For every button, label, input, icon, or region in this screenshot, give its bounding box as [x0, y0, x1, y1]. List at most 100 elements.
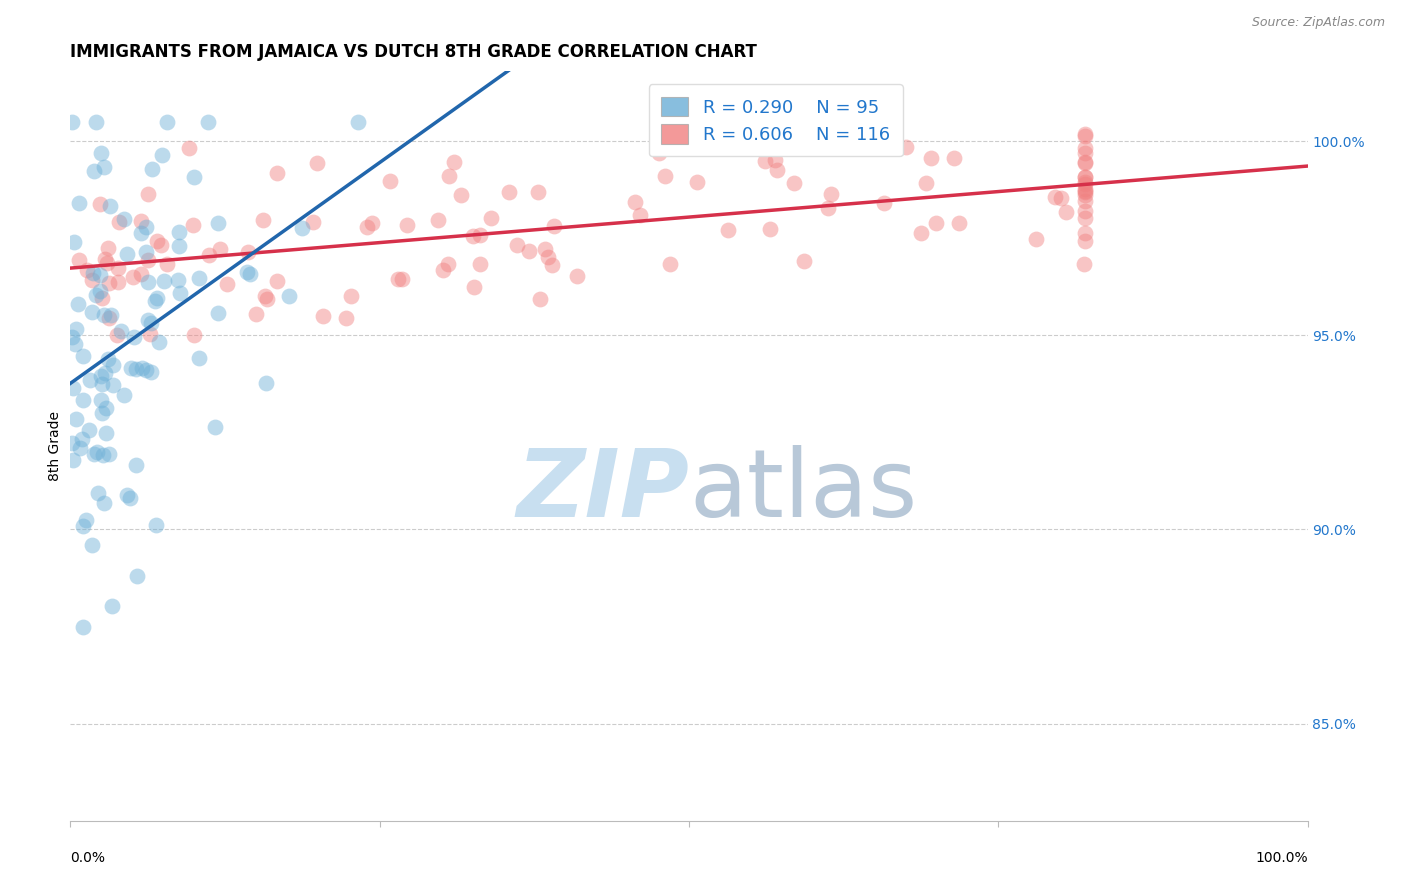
Point: [1074, 169, 1097, 184]
Point: [135, 220, 157, 235]
Point: [82, 273, 104, 287]
Text: 100.0%: 100.0%: [1256, 851, 1308, 864]
Point: [506, 237, 529, 252]
Point: [820, 186, 842, 201]
Point: [91, 406, 114, 420]
Point: [1074, 127, 1097, 141]
Point: [112, 388, 135, 402]
Point: [75, 513, 97, 527]
Point: [72, 349, 94, 363]
Point: [529, 293, 551, 307]
Point: [1074, 182, 1097, 196]
Point: [1074, 194, 1097, 208]
Point: [148, 334, 170, 349]
Point: [156, 257, 179, 271]
Point: [125, 458, 148, 472]
Text: IMMIGRANTS FROM JAMAICA VS DUTCH 8TH GRADE CORRELATION CHART: IMMIGRANTS FROM JAMAICA VS DUTCH 8TH GRA…: [70, 44, 758, 62]
Point: [93, 496, 115, 510]
Point: [468, 227, 491, 242]
Point: [115, 488, 138, 502]
Point: [86, 445, 108, 459]
Point: [103, 377, 125, 392]
Point: [443, 154, 465, 169]
Point: [340, 288, 363, 302]
Point: [793, 254, 815, 268]
Point: [136, 252, 159, 267]
Text: Source: ZipAtlas.com: Source: ZipAtlas.com: [1251, 16, 1385, 29]
Point: [894, 140, 917, 154]
Point: [150, 238, 173, 252]
Point: [77, 423, 100, 437]
Point: [948, 216, 970, 230]
Point: [915, 177, 938, 191]
Point: [90, 146, 112, 161]
Point: [207, 216, 229, 230]
Point: [98, 276, 121, 290]
Point: [69, 441, 91, 455]
Point: [101, 599, 124, 614]
Point: [183, 169, 205, 184]
Point: [209, 242, 232, 256]
Point: [312, 309, 335, 323]
Point: [624, 194, 647, 209]
Point: [754, 154, 776, 169]
Point: [215, 277, 238, 292]
Point: [135, 244, 157, 259]
Point: [658, 257, 681, 271]
Point: [91, 291, 114, 305]
Point: [91, 376, 114, 391]
Point: [253, 289, 276, 303]
Point: [96, 401, 118, 415]
Point: [80, 304, 103, 318]
Point: [188, 351, 211, 365]
Point: [534, 242, 557, 256]
Point: [479, 211, 502, 225]
Point: [187, 271, 209, 285]
Point: [93, 160, 115, 174]
Point: [450, 188, 472, 202]
Point: [302, 215, 325, 229]
Point: [62, 381, 84, 395]
Point: [89, 268, 111, 282]
Point: [1050, 191, 1073, 205]
Point: [1074, 169, 1097, 184]
Point: [1073, 257, 1095, 271]
Point: [245, 307, 267, 321]
Point: [136, 313, 159, 327]
Point: [688, 115, 710, 129]
Point: [89, 284, 111, 298]
Point: [82, 538, 104, 552]
Point: [112, 211, 135, 226]
Point: [84, 287, 107, 301]
Point: [96, 352, 118, 367]
Point: [79, 373, 101, 387]
Point: [89, 196, 111, 211]
Point: [124, 361, 146, 376]
Point: [107, 215, 129, 229]
Point: [183, 328, 205, 343]
Point: [70, 432, 93, 446]
Point: [197, 115, 219, 129]
Point: [121, 270, 143, 285]
Point: [463, 280, 485, 294]
Point: [765, 162, 787, 177]
Point: [717, 222, 740, 236]
Point: [1074, 188, 1097, 202]
Point: [461, 229, 484, 244]
Point: [122, 330, 145, 344]
Point: [72, 619, 94, 633]
Point: [97, 242, 120, 256]
Point: [1074, 178, 1097, 192]
Point: [60, 115, 83, 129]
Point: [60, 436, 83, 450]
Point: [347, 115, 370, 129]
Point: [254, 376, 277, 390]
Point: [335, 311, 357, 326]
Point: [437, 169, 460, 183]
Point: [910, 226, 932, 240]
Point: [1074, 184, 1097, 198]
Point: [65, 322, 87, 336]
Point: [94, 426, 117, 441]
Point: [76, 263, 98, 277]
Point: [207, 306, 229, 320]
